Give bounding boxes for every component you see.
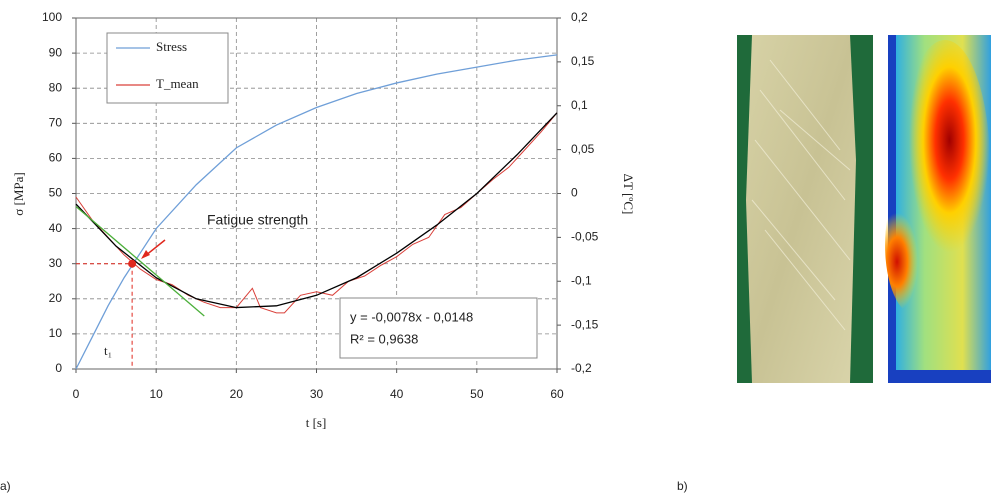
y-tick-label: 60 (49, 151, 63, 165)
x-tick-label: 20 (230, 387, 244, 401)
y-tick-label: 0 (55, 361, 62, 375)
y2-tick-label: -0,2 (571, 361, 592, 375)
y2-tick-label: 0,2 (571, 10, 588, 24)
thermal-image (885, 35, 991, 383)
y2-tick-label: 0,05 (571, 142, 595, 156)
plot-frame (75, 17, 558, 370)
y2-tick-label: 0 (571, 186, 578, 200)
y-tick-label: 10 (49, 326, 63, 340)
x-tick-label: 50 (470, 387, 484, 401)
equation: R² = 0,9638 (350, 331, 418, 346)
x-tick-label: 10 (149, 387, 163, 401)
data-line (75, 112, 558, 309)
y-tick-label: 80 (49, 80, 63, 94)
y2-tick-label: 0,1 (571, 98, 588, 112)
legend-label: Stress (156, 39, 187, 54)
y2-axis-label: ΔT [ºC] (621, 174, 636, 215)
data-line (75, 205, 205, 317)
equation-box (339, 297, 538, 359)
y-tick-label: 100 (42, 10, 62, 24)
legend-label: T_mean (156, 76, 199, 91)
equation: y = -0,0078x - 0,0148 (350, 309, 473, 324)
marker-point (128, 259, 137, 268)
y2-tick-label: -0,1 (571, 273, 592, 287)
y-tick-label: 50 (49, 186, 63, 200)
legend-box (106, 32, 229, 104)
y-tick-label: 90 (49, 45, 63, 59)
y-tick-label: 20 (49, 291, 63, 305)
annotation: Fatigue strength (207, 212, 308, 228)
y-tick-label: 70 (49, 115, 63, 129)
y-tick-label: 40 (49, 221, 63, 235)
y2-tick-label: -0,05 (571, 230, 599, 244)
data-line (75, 54, 558, 370)
y-axis-label: σ [MPa] (11, 172, 26, 215)
arrow-head (141, 250, 150, 259)
data-line (75, 112, 558, 314)
panel-label: b) (677, 479, 688, 493)
x-tick-label: 30 (310, 387, 324, 401)
y-tick-label: 30 (49, 256, 63, 270)
y2-tick-label: -0,15 (571, 317, 599, 331)
x-tick-label: 60 (550, 387, 564, 401)
y2-tick-label: 0,15 (571, 54, 595, 68)
panel-label: a) (0, 479, 11, 493)
marker-label: t₁ (104, 343, 112, 358)
specimen-photo (737, 35, 873, 383)
x-tick-label: 40 (390, 387, 404, 401)
x-axis-label: t [s] (306, 415, 327, 430)
x-tick-label: 0 (73, 387, 80, 401)
